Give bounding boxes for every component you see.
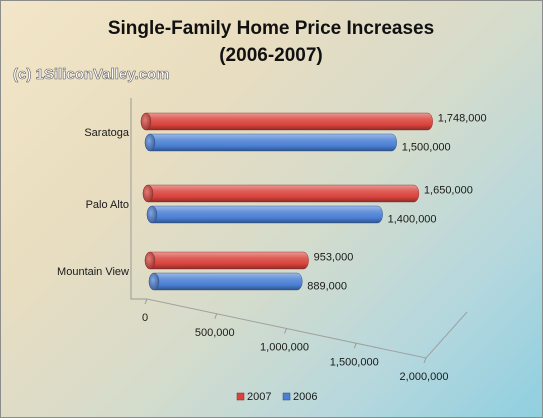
bar-2007-saratoga [140,112,433,131]
category-label: Saratoga [84,127,130,139]
chart-title-line-1: Single-Family Home Price Increases [108,18,434,39]
x-tick-label: 500,000 [195,327,235,339]
x-tick-mark [423,357,427,364]
category-label: Mountain View [57,266,129,278]
legend-swatch [236,392,245,401]
bar-2006-saratoga [144,133,397,152]
bar-2007-mountain-view [144,251,309,270]
bar-cap [144,251,156,270]
bar-cap [140,112,152,131]
x-tick-mark [353,343,357,349]
back-wall-edge [130,98,147,300]
bar-cap [142,184,154,203]
x-tick-mark [284,328,287,334]
data-label: 1,500,000 [402,142,451,154]
bars-layer [140,112,433,291]
legend: 2007 2006 [236,391,317,403]
x-tick-label: 0 [142,312,148,324]
x-tick-label: 2,000,000 [400,371,449,383]
bar-2006-mountain-view [148,272,303,291]
data-label: 1,400,000 [388,214,437,226]
x-tick-mark [144,298,148,305]
bar-cap [146,205,158,224]
legend-swatch [282,392,291,401]
x-tick-label: 1,500,000 [330,356,379,368]
data-label: 1,748,000 [438,113,487,125]
data-label: 889,000 [307,281,347,293]
x-tick-label: 1,000,000 [260,342,309,354]
bar-2006-palo-alto [146,205,383,224]
axis-layer: 0 500,000 1,000,000 1,500,000 2,000,000 [130,98,468,383]
watermark: (c) 1SiliconValley.com [13,66,169,83]
bar-2007-palo-alto [142,184,420,203]
data-label: 1,650,000 [424,185,473,197]
chart-title-line-2: (2006-2007) [219,45,323,66]
legend-label: 2006 [293,391,317,403]
category-label: Palo Alto [86,199,129,211]
bar-cap [148,272,160,291]
labels-layer: Saratoga 1,748,000 1,500,000 Palo Alto 1,650… [57,113,487,293]
legend-label: 2007 [247,391,271,403]
x-tick-mark [214,313,218,319]
data-label: 953,000 [314,252,354,264]
bar-cap [144,133,156,152]
